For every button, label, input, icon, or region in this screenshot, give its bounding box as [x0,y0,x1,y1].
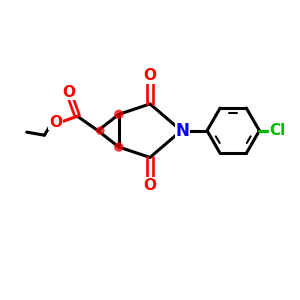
Circle shape [97,127,104,134]
Text: O: O [63,85,76,100]
Text: Cl: Cl [270,123,286,138]
Circle shape [115,110,123,118]
Text: O: O [143,68,157,83]
Text: N: N [176,122,190,140]
Text: O: O [49,115,62,130]
Text: O: O [143,178,157,193]
Circle shape [115,143,123,151]
